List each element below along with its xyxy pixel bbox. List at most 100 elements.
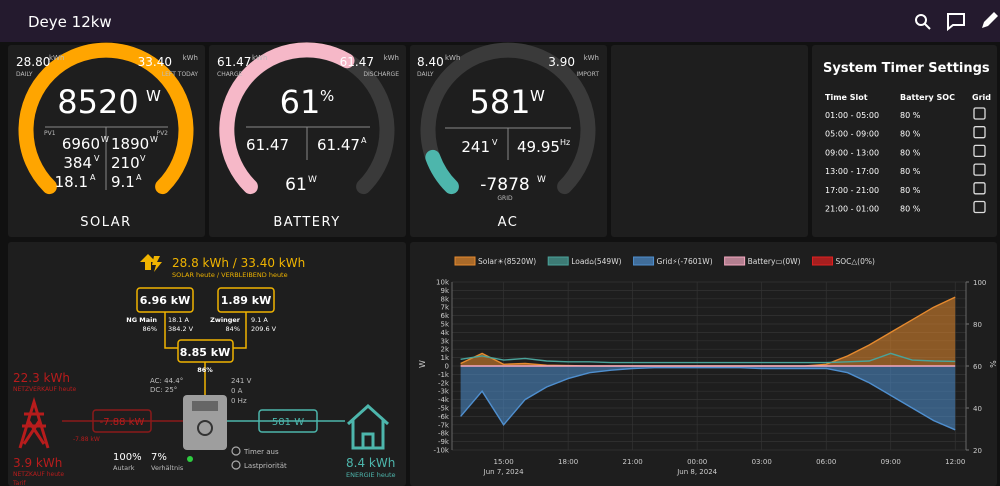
x-date-label: Jun 7, 2024 <box>483 468 524 476</box>
y-tick-label: -1k <box>438 371 450 379</box>
unit: W <box>101 135 109 144</box>
checkbox[interactable] <box>973 200 986 214</box>
checkbox[interactable] <box>973 163 986 176</box>
caption: ENERGIE heute <box>346 471 396 479</box>
y-tick-label: 10k <box>436 279 450 287</box>
autark: 100% <box>113 452 142 463</box>
caption: NETZKAUF heute <box>13 471 64 478</box>
table-cell: 80 % <box>900 111 921 120</box>
edit-icon[interactable] <box>982 12 998 28</box>
x-tick-label: 03:00 <box>752 458 772 466</box>
pv-connectors <box>136 287 275 395</box>
table-header: Battery SOC <box>900 93 955 102</box>
value: -7878 <box>480 175 529 195</box>
x-date-label: Jun 8, 2024 <box>676 468 717 476</box>
value: 241 <box>461 138 490 156</box>
pv-total: 8.85 kW <box>180 346 230 359</box>
aux: 0 Hz <box>231 397 247 405</box>
table-cell: 09:00 - 13:00 <box>825 148 879 157</box>
status: Lastpriorität <box>244 462 287 470</box>
unit: kWh <box>445 54 460 62</box>
x-tick-label: 15:00 <box>494 458 514 466</box>
legend-swatch <box>812 256 834 266</box>
pv-voltage: 209.6 V <box>251 325 277 333</box>
legend-swatch <box>724 256 746 266</box>
value: 384 <box>63 154 92 172</box>
table-cell: 17:00 - 21:00 <box>825 186 879 195</box>
pylon-icon <box>18 396 50 449</box>
header-title: Deye 12kw <box>28 13 112 31</box>
unit: kWh <box>584 54 599 62</box>
grid-power-small: -7.88 kW <box>73 436 100 443</box>
y-tick-label: -5k <box>438 405 450 413</box>
caption: Autark <box>113 464 135 472</box>
table-cell: 80 % <box>900 148 921 157</box>
x-tick-label: 06:00 <box>816 458 836 466</box>
label: GRID <box>497 195 513 202</box>
label: DAILY <box>417 71 434 78</box>
unit: kWh <box>49 54 64 62</box>
chat-icon[interactable] <box>947 13 965 32</box>
timer-card <box>812 45 997 237</box>
pv-current: 9.1 A <box>251 316 268 324</box>
pv-power: 6.96 kW <box>140 294 190 307</box>
table-cell: 13:00 - 17:00 <box>825 167 879 176</box>
y-tick-label: -8k <box>438 430 450 438</box>
unit: kWh <box>384 54 399 62</box>
search-icon[interactable] <box>915 14 931 30</box>
legend-swatch <box>454 256 476 266</box>
battery-gauge <box>219 42 355 195</box>
unit: % <box>320 87 334 105</box>
unit: W <box>308 175 317 185</box>
checkbox[interactable] <box>973 107 986 120</box>
checkbox[interactable] <box>973 144 986 158</box>
checkbox[interactable] <box>973 182 986 195</box>
value: 61.47 <box>217 55 251 69</box>
card-label: AC <box>498 215 519 230</box>
grid-connector <box>62 409 183 433</box>
y-tick-label: -4k <box>438 396 450 404</box>
legend-label: Load⌂(549W) <box>571 257 621 266</box>
timer-title: System Timer Settings <box>823 61 990 76</box>
main-value: 61 <box>280 83 321 121</box>
table-cell: 21:00 - 01:00 <box>825 205 879 214</box>
unit: kWh <box>183 54 198 62</box>
checkbox[interactable] <box>973 126 986 139</box>
x-tick-label: 09:00 <box>881 458 901 466</box>
unit: V <box>492 138 498 147</box>
label: DAILY <box>16 71 33 78</box>
unit: V <box>140 154 146 163</box>
legend-label: Solar☀(8520W) <box>478 257 536 266</box>
y-tick-label: -9k <box>438 438 450 446</box>
y-tick-label: 7k <box>440 304 449 312</box>
gauge-dividers <box>45 126 571 190</box>
ac-gauge-track <box>420 42 596 195</box>
y-tick-label: -3k <box>438 388 450 396</box>
label: IMPORT <box>576 71 599 78</box>
pv-current: 18.1 A <box>168 316 190 324</box>
label: PV1 <box>44 130 56 137</box>
y-tick-label: -7k <box>438 421 450 429</box>
main-value: 8520 <box>57 83 138 121</box>
flow-card <box>8 242 406 486</box>
legend-label: SOC△(0%) <box>836 257 875 266</box>
value: 61.47 <box>246 136 289 154</box>
ratio: 7% <box>151 452 167 463</box>
value: 61.47 <box>317 136 360 154</box>
grid-power: -7.88 kW <box>100 417 145 428</box>
card-label: BATTERY <box>273 215 340 230</box>
temperature: DC: 25° <box>150 386 177 394</box>
table-cell: 80 % <box>900 205 921 214</box>
load-power: 581 W <box>272 417 304 428</box>
y-tick-label: -2k <box>438 379 450 387</box>
home-icon <box>346 403 390 450</box>
table-cell: 05:00 - 09:00 <box>825 130 879 139</box>
table-cell: 01:00 - 05:00 <box>825 111 879 120</box>
label: DISCHARGE <box>363 71 399 78</box>
unit: A <box>136 173 142 182</box>
y2-axis-label: % <box>988 360 997 368</box>
table-header: Time Slot <box>825 93 868 102</box>
temperature: AC: 44.4° <box>150 377 183 385</box>
aux: 0 A <box>231 387 243 395</box>
